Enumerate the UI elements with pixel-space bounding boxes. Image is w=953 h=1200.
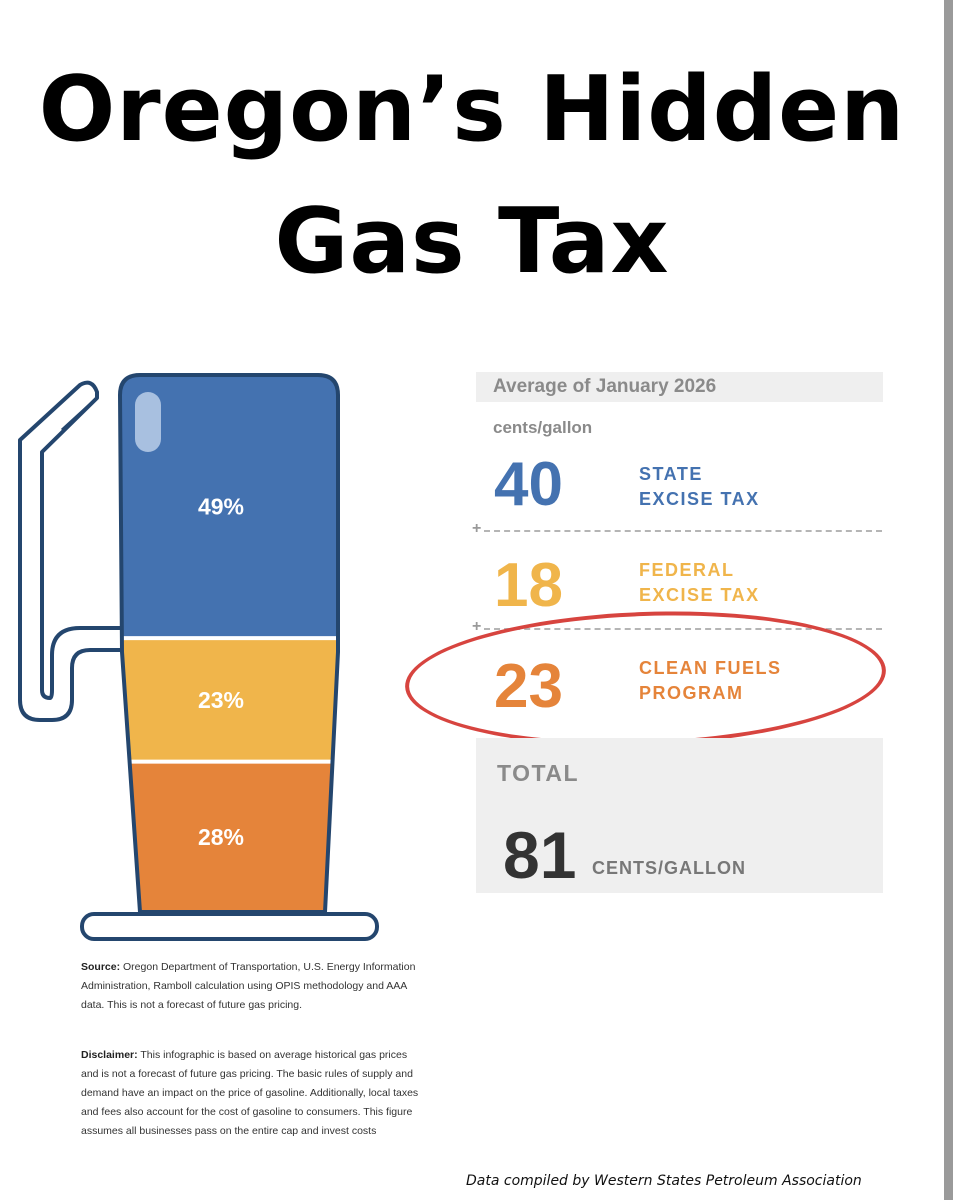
federal-tax-label-line1: FEDERAL [639, 560, 735, 580]
federal-tax-segment-percent-label: 23% [198, 687, 244, 713]
total-label: TOTAL [497, 760, 580, 786]
clean-fuels-label: CLEAN FUELS PROGRAM [639, 656, 859, 706]
federal-tax-segment [120, 638, 338, 762]
clean-fuels-value: 23 [494, 652, 563, 721]
clean-fuels-segment-percent-label: 28% [198, 824, 244, 850]
pump-window-highlight [135, 392, 161, 452]
disclaimer-text: This infographic is based on average his… [81, 1049, 419, 1137]
gas-pump-chart: 49% 23% 28% [18, 373, 379, 941]
title-line-2: Gas Tax [274, 189, 670, 294]
state-tax-label-line1: STATE [639, 464, 703, 484]
state-tax-value: 40 [494, 450, 563, 519]
page-right-border [944, 0, 953, 1200]
page-title: Oregon’s Hidden Gas Tax [0, 44, 944, 308]
total-unit: CENTS/GALLON [592, 858, 746, 878]
divider-1 [484, 530, 882, 532]
plus-sign-1: + [472, 520, 482, 537]
state-tax-segment-percent-label: 49% [198, 494, 244, 520]
segment-separator [120, 759, 338, 764]
clean-fuels-label-line2: PROGRAM [639, 683, 744, 703]
disclaimer-note: Disclaimer: This infographic is based on… [81, 1046, 421, 1141]
source-note: Source: Oregon Department of Transportat… [81, 958, 421, 1015]
clean-fuels-segment [120, 761, 338, 912]
pump-nozzle-hose-icon [18, 380, 120, 722]
divider-2 [484, 628, 882, 630]
segment-separator [120, 636, 338, 641]
panel-header: Average of January 2026 [476, 372, 883, 402]
source-label: Source: [81, 961, 121, 973]
disclaimer-label: Disclaimer: [81, 1049, 138, 1061]
state-tax-label: STATE EXCISE TAX [639, 462, 859, 512]
units-label: cents/gallon [493, 418, 593, 437]
source-text: Oregon Department of Transportation, U.S… [81, 961, 416, 1011]
state-tax-label-line2: EXCISE TAX [639, 489, 760, 509]
federal-tax-value: 18 [494, 551, 563, 620]
footer-credit: Data compiled by Western States Petroleu… [466, 1173, 862, 1189]
clean-fuels-label-line1: CLEAN FUELS [639, 658, 782, 678]
pump-base [80, 912, 379, 941]
total-box [476, 738, 883, 893]
plus-sign-2: + [472, 618, 482, 635]
federal-tax-label: FEDERAL EXCISE TAX [639, 558, 859, 608]
title-line-1: Oregon’s Hidden [38, 57, 906, 162]
total-value: 81 [503, 818, 577, 892]
federal-tax-label-line2: EXCISE TAX [639, 585, 760, 605]
